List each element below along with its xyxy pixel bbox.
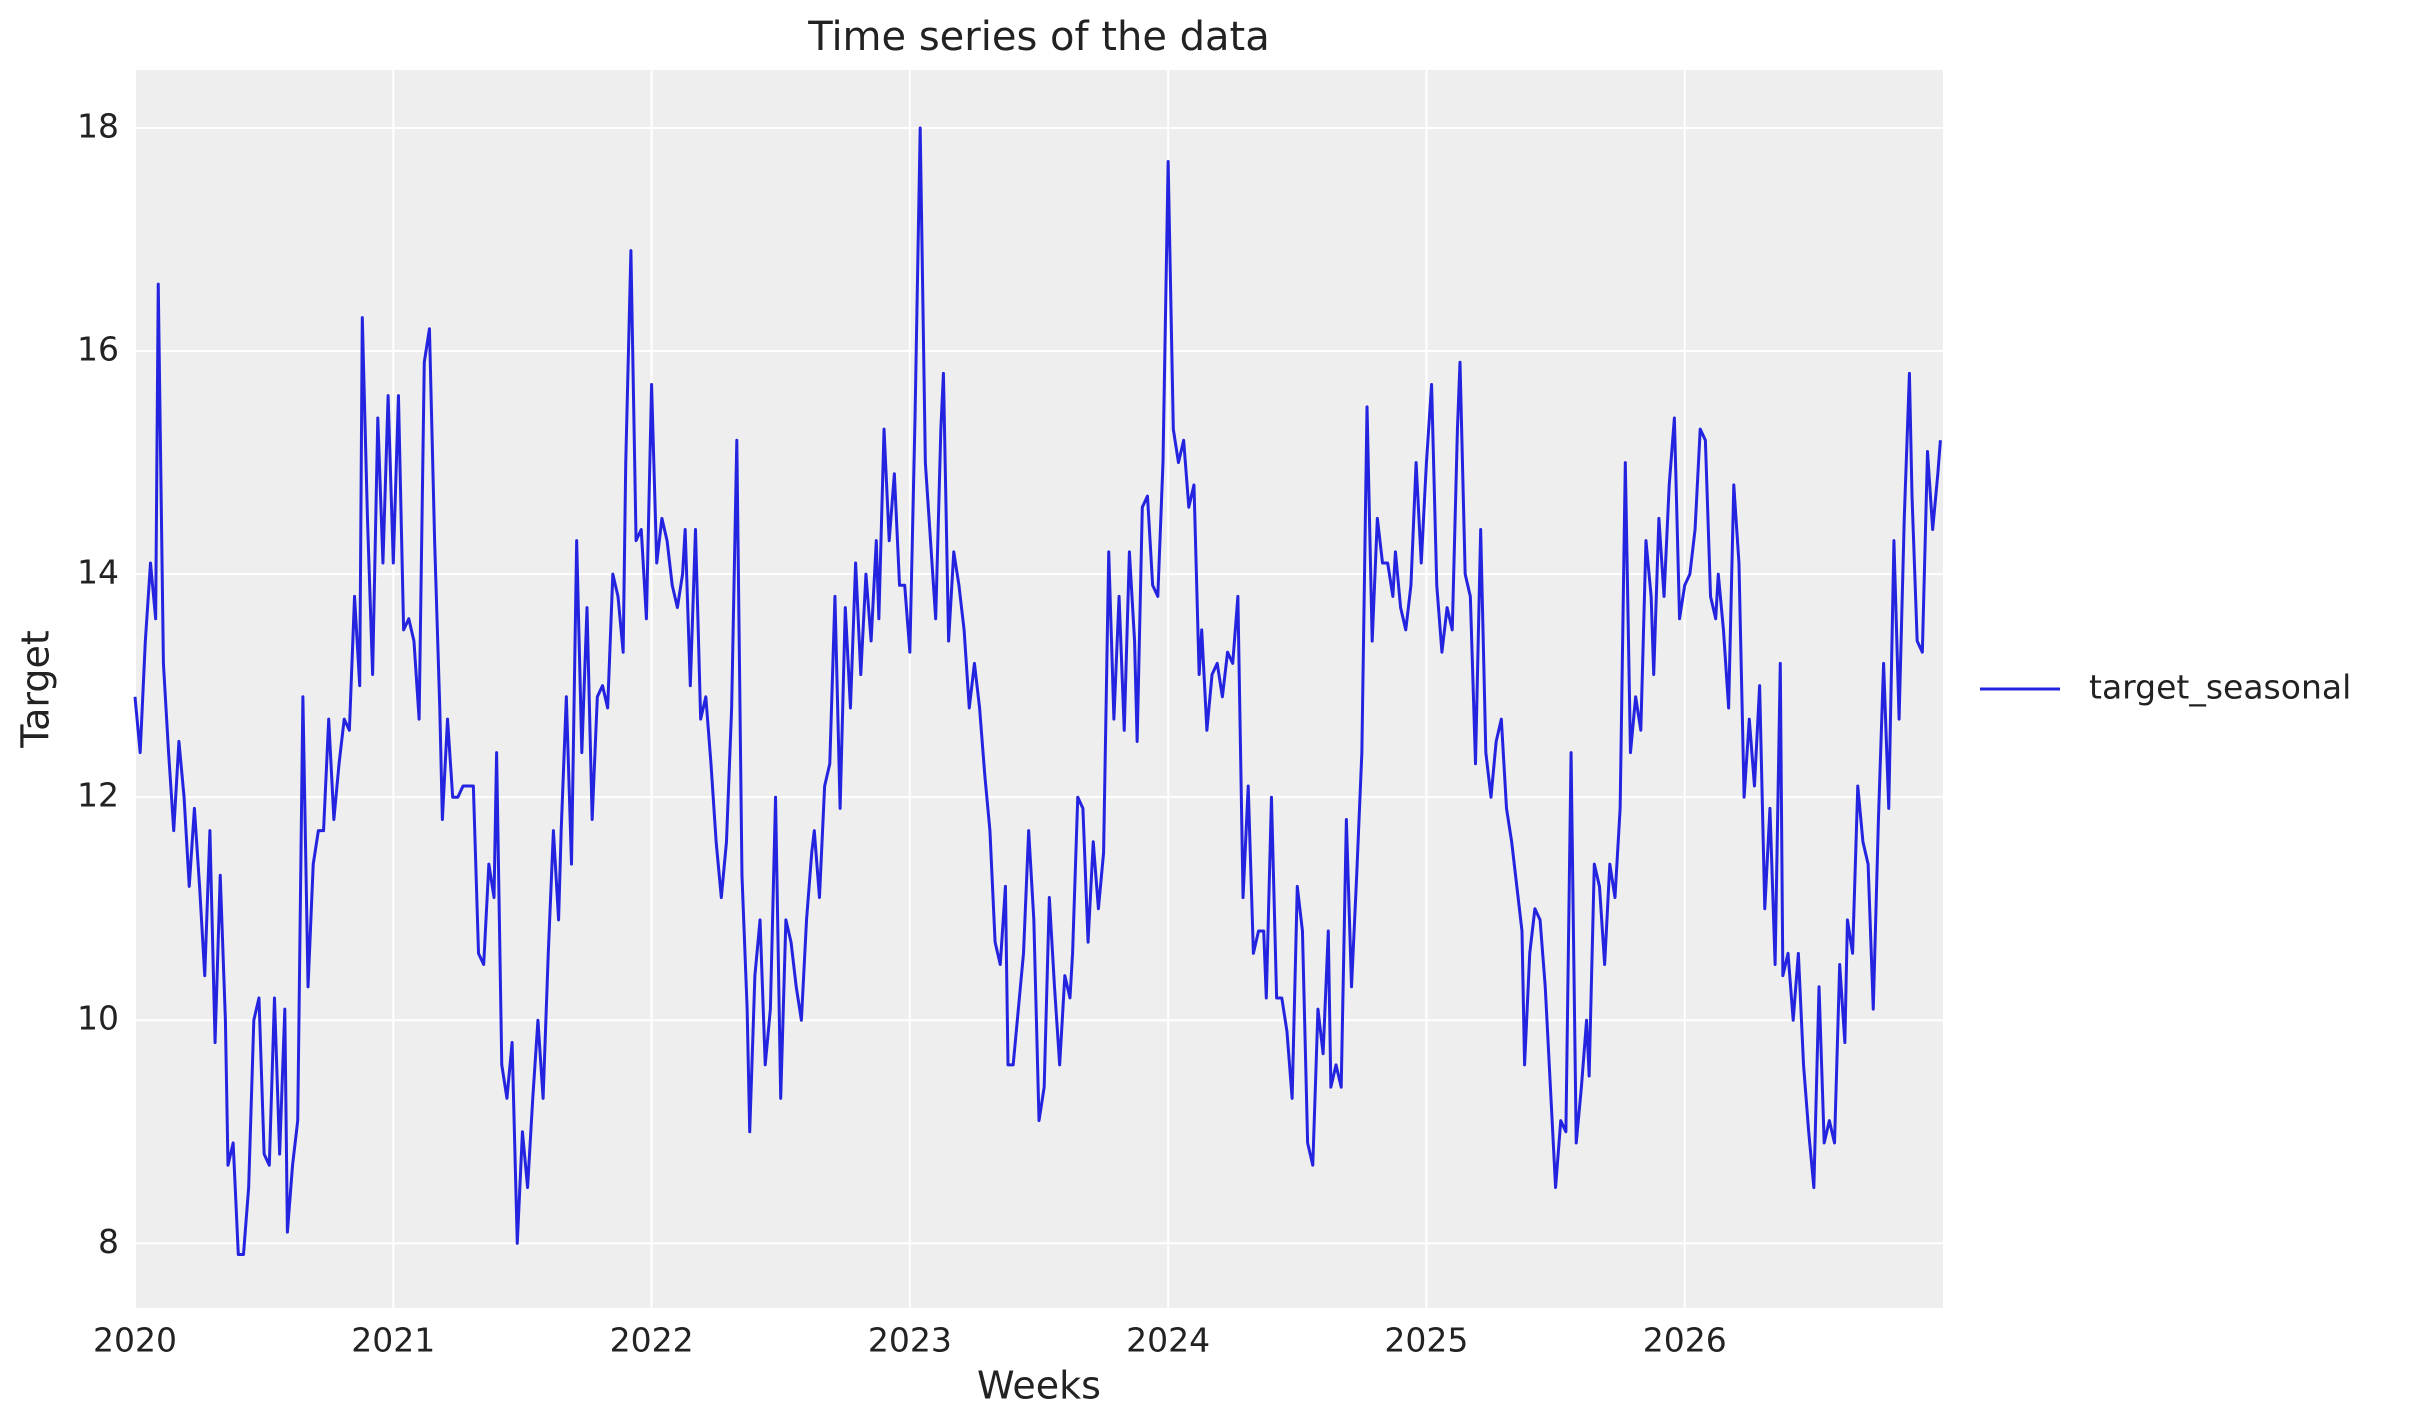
data-line xyxy=(133,126,1942,1256)
x-axis-label: Weeks xyxy=(977,1364,1101,1408)
legend-label: target_seasonal xyxy=(2089,668,2351,707)
x-tick-label: 2022 xyxy=(610,1321,694,1360)
x-tick-label: 2026 xyxy=(1643,1321,1727,1360)
y-tick-label: 14 xyxy=(77,553,119,592)
plot-area xyxy=(135,70,1943,1308)
y-axis-label: Target xyxy=(14,630,58,749)
x-tick-label: 2020 xyxy=(93,1321,177,1360)
x-tick-label: 2021 xyxy=(351,1321,435,1360)
y-tick-label: 12 xyxy=(77,776,119,815)
x-tick-label: 2023 xyxy=(868,1321,952,1360)
y-tick-label: 8 xyxy=(98,1222,119,1261)
x-tick-label: 2025 xyxy=(1384,1321,1468,1360)
marks xyxy=(133,126,1942,1256)
y-tick-label: 16 xyxy=(77,330,119,369)
grid xyxy=(134,70,1943,1308)
chart-title: Time series of the data xyxy=(807,14,1270,60)
y-tick-label: 18 xyxy=(77,106,119,145)
y-tick-label: 10 xyxy=(77,999,119,1038)
x-tick-label: 2024 xyxy=(1126,1321,1210,1360)
